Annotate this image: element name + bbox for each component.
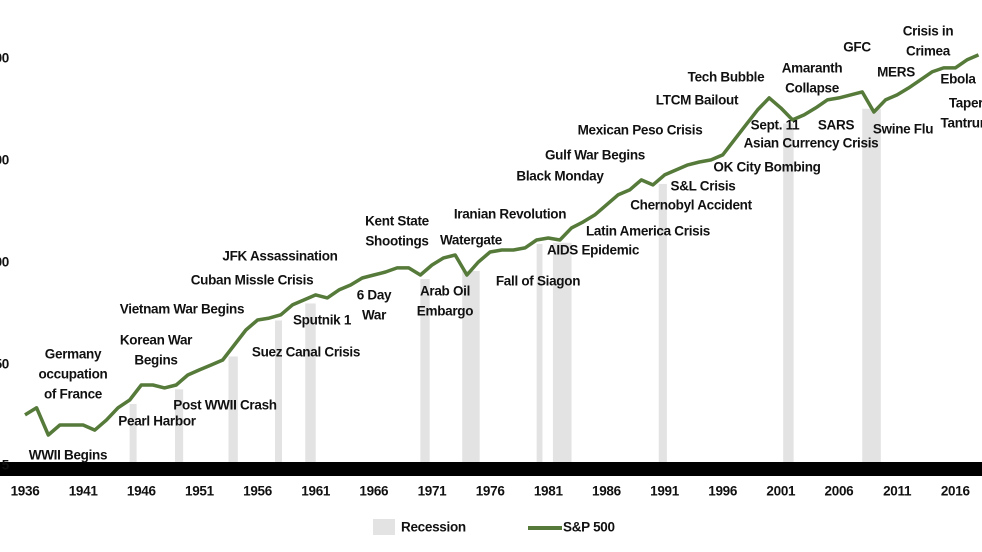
annotation: JFK Assassination (222, 249, 337, 264)
annotation: Shootings (365, 234, 428, 249)
x-tick-label: 1981 (534, 484, 564, 499)
annotation: Kent State (365, 214, 430, 229)
recession-band (862, 108, 881, 467)
recession-band (129, 403, 137, 467)
annotation: Ebola (940, 72, 976, 87)
annotation: Amaranth (782, 61, 843, 76)
recession-band (228, 356, 238, 467)
recession-band (175, 389, 184, 467)
annotation: Vietnam War Begins (120, 302, 244, 317)
annotation: Sputnik 1 (293, 313, 352, 328)
x-tick-label: 1976 (476, 484, 506, 499)
x-tick-label: 1956 (243, 484, 273, 499)
annotation: occupation (38, 367, 107, 382)
annotation: Germany (45, 347, 102, 362)
annotation: Cuban Missle Crisis (191, 273, 314, 288)
annotation: Post WWII Crash (173, 398, 277, 413)
annotation: GFC (843, 40, 871, 55)
x-tick-label: 2011 (883, 484, 912, 499)
recession-band (275, 320, 282, 467)
annotation: MERS (877, 65, 915, 80)
recession-band (658, 183, 667, 467)
annotation: Collapse (785, 81, 840, 96)
x-tick-label: 2001 (766, 484, 796, 499)
annotation: Arab Oil (420, 284, 470, 299)
annotation: Embargo (417, 304, 473, 319)
annotation: Swine Flu (873, 122, 933, 137)
legend-label: Recession (401, 520, 466, 535)
annotation: War (362, 308, 387, 323)
recession-band (420, 279, 430, 467)
x-tick-label: 1941 (69, 484, 99, 499)
x-tick-label: 1936 (11, 484, 41, 499)
x-tick-label: 1951 (185, 484, 215, 499)
x-axis-bar (0, 462, 982, 476)
annotation: Asian Currency Crisis (744, 136, 879, 151)
annotation: Watergate (440, 233, 503, 248)
recession-band (462, 271, 480, 467)
x-tick-label: 2016 (941, 484, 971, 499)
y-tick-label: 50 (0, 357, 9, 372)
legend-swatch (373, 519, 395, 535)
annotation: WWII Begins (29, 448, 107, 463)
annotation: OK City Bombing (713, 160, 820, 175)
annotation: Pearl Harbor (118, 414, 196, 429)
x-tick-label: 2006 (825, 484, 855, 499)
x-tick-label: 1966 (359, 484, 389, 499)
annotation: Tantrum (941, 116, 982, 131)
x-tick-label: 1986 (592, 484, 622, 499)
annotation: Tech Bubble (688, 70, 765, 85)
annotation: Taper (949, 96, 982, 111)
annotation: SARS (818, 118, 855, 133)
annotation: Suez Canal Crisis (252, 345, 360, 360)
annotation: Crisis in (903, 24, 954, 39)
annotation: S&L Crisis (670, 179, 735, 194)
legend-label: S&P 500 (563, 520, 615, 535)
y-tick-label: 500 (0, 255, 9, 270)
recession-band (552, 242, 572, 467)
annotation: Latin America Crisis (586, 224, 710, 239)
annotation: Gulf War Begins (545, 148, 645, 163)
annotation: AIDS Epidemic (547, 243, 640, 258)
annotation: Chernobyl Accident (630, 198, 752, 213)
annotation: 6 Day (357, 288, 392, 303)
y-tick-label: 5,000 (0, 152, 9, 167)
recession-band (536, 243, 543, 467)
x-tick-label: 1991 (650, 484, 680, 499)
annotation: LTCM Bailout (656, 93, 739, 108)
x-tick-label: 1946 (127, 484, 157, 499)
annotation: Sept. 11 (751, 118, 800, 133)
annotation: Black Monday (516, 169, 604, 184)
x-tick-label: 1996 (708, 484, 738, 499)
sp500-line (24, 53, 980, 437)
recession-band (783, 123, 794, 468)
annotation: of France (44, 387, 103, 402)
annotation: Begins (134, 353, 177, 368)
x-tick-label: 1971 (418, 484, 448, 499)
annotation: Fall of Siagon (496, 274, 580, 289)
annotation: Korean War (120, 333, 193, 348)
recession-band (305, 303, 316, 467)
y-tick-label: 5 (2, 458, 10, 473)
y-tick-label: 50,000 (0, 50, 9, 65)
x-tick-label: 1961 (301, 484, 331, 499)
annotation: Iranian Revolution (454, 207, 566, 222)
annotation: Mexican Peso Crisis (578, 123, 703, 138)
annotation: Crimea (906, 44, 951, 59)
